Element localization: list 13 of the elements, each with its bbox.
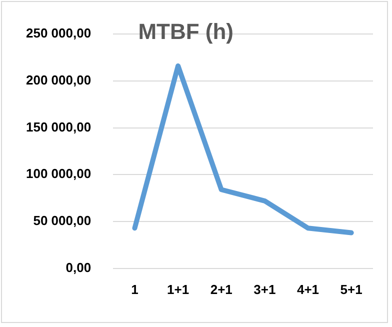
x-tick-label: 1 xyxy=(131,282,138,297)
x-tick-label: 5+1 xyxy=(340,282,362,297)
x-tick-label: 1+1 xyxy=(167,282,190,297)
x-tick-label: 2+1 xyxy=(210,282,232,297)
chart-title: MTBF (h) xyxy=(138,19,234,44)
y-tick-label: 250 000,00 xyxy=(26,26,92,41)
y-tick-label: 50 000,00 xyxy=(33,213,92,228)
y-tick-label: 200 000,00 xyxy=(26,72,92,88)
x-tick-label: 4+1 xyxy=(296,282,320,297)
y-tick-label: 0,00 xyxy=(66,260,92,275)
y-tick-label: 150 000,00 xyxy=(26,119,92,134)
x-tick-label: 3+1 xyxy=(254,282,276,297)
y-tick-label: 100 000,00 xyxy=(26,166,92,182)
